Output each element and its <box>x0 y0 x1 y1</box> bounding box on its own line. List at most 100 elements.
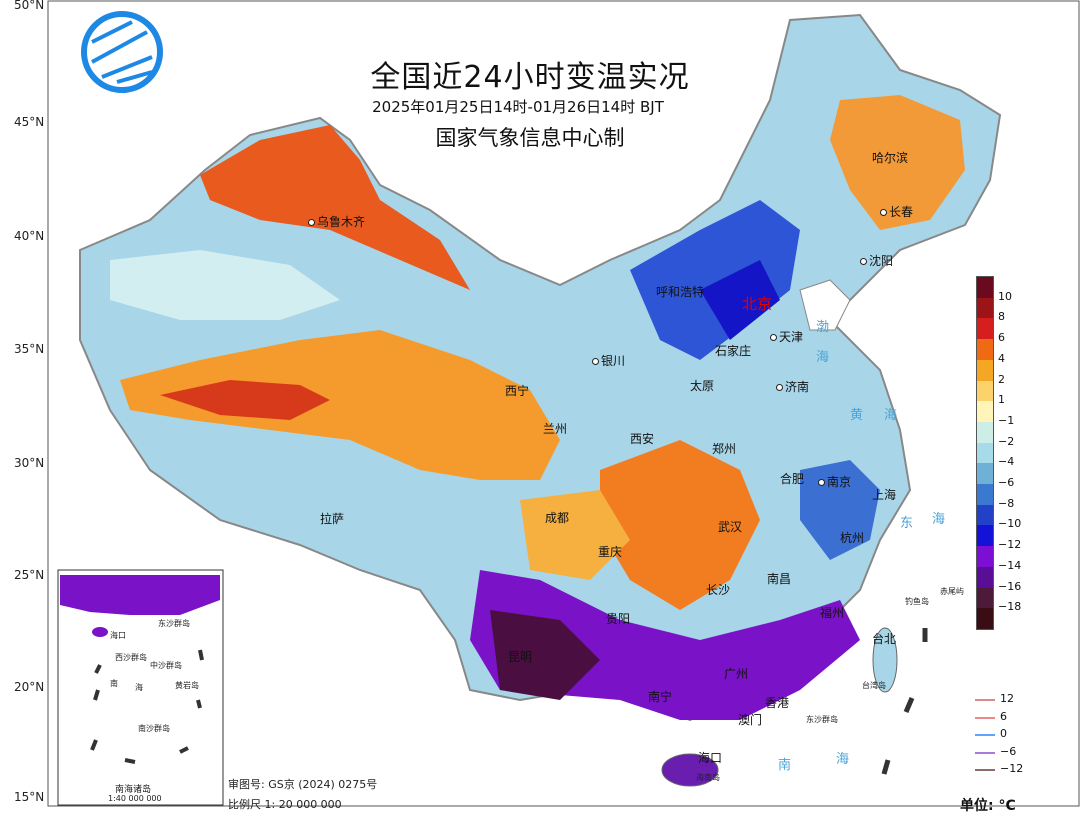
city-label: 济南 <box>776 378 809 395</box>
line-legend-label: 6 <box>1000 709 1007 723</box>
colorbar-cell <box>977 546 993 567</box>
colorbar-label: −10 <box>998 517 1022 531</box>
colorbar-cell <box>977 401 993 422</box>
colorbar-cell <box>977 297 993 319</box>
city-label: 乌鲁木齐 <box>308 213 365 230</box>
line-legend-label: 0 <box>1000 727 1007 740</box>
city-label: 昆明 <box>508 650 533 664</box>
city-label: 哈尔滨 <box>872 151 909 165</box>
city-label: 南昌 <box>767 572 792 586</box>
map-subtitle: 2025年01月25日14时-01月26日14时 BJT <box>372 98 664 116</box>
sea-label: 海 <box>884 408 904 423</box>
lat-label-25: 25°N <box>14 568 45 582</box>
city-label: 沈阳 <box>860 252 893 269</box>
warm-region-sichuan <box>520 490 630 580</box>
line-legend-label: 12 <box>1000 692 1014 705</box>
city-label: 福州 <box>820 606 845 620</box>
colorbar-cell <box>977 587 993 609</box>
city-label: 兰州 <box>543 422 568 436</box>
colorbar-label: 10 <box>998 289 1012 303</box>
city-label: 天津 <box>770 328 803 345</box>
colorbar-label: −2 <box>998 434 1015 448</box>
city-label: 郑州 <box>712 442 737 456</box>
taiwan-island <box>872 627 898 693</box>
city-label: 澳门 <box>738 713 763 727</box>
hot-region-west <box>160 380 330 420</box>
lat-label-40: 40°N <box>14 229 45 243</box>
line-legend-label: −6 <box>1000 744 1017 758</box>
city-label: 拉萨 <box>320 512 345 526</box>
colorbar-cell <box>977 484 993 505</box>
warm-region-northeast <box>830 95 965 230</box>
city-label: 成都 <box>545 511 570 525</box>
city-label: 西安 <box>630 432 655 446</box>
dash-line-marks <box>881 628 928 775</box>
inset-title: 南海诸岛 <box>115 785 152 795</box>
colorbar-cell <box>977 318 993 340</box>
city-label: 南宁 <box>648 690 673 704</box>
colorbar-label: −16 <box>998 579 1022 593</box>
city-label: 南京 <box>818 473 851 490</box>
island-label: 东沙群岛 <box>806 715 838 724</box>
colorbar-label: 8 <box>998 310 1005 324</box>
lat-label-15: 15°N <box>14 790 45 804</box>
line-legend-swatch <box>975 751 995 754</box>
inset-label: 海口 <box>110 631 126 640</box>
sea-label: 黄 <box>850 408 870 423</box>
colorbar-cell <box>977 339 993 360</box>
city-label: 长春 <box>880 203 913 220</box>
inset-hainan <box>92 627 108 637</box>
colorbar-cell <box>977 525 993 547</box>
city-label: 西宁 <box>505 384 530 398</box>
cold-region-north <box>630 200 800 360</box>
lat-label-50: 50°N <box>14 0 45 12</box>
colorbar-label: −12 <box>998 538 1022 552</box>
line-legend-swatch <box>975 769 995 771</box>
city-label: 上海 <box>872 488 897 502</box>
island-label: 海南岛 <box>696 773 720 782</box>
island-label: 钓鱼岛 <box>905 597 929 606</box>
cold-region-north-dark <box>700 260 780 340</box>
colorbar-label: −18 <box>998 600 1022 614</box>
lat-label-20: 20°N <box>14 680 45 694</box>
lat-label-30: 30°N <box>14 456 45 470</box>
colorbar-label: −1 <box>998 413 1015 427</box>
unit-label: 单位: °C <box>960 798 1016 814</box>
city-label: 银川 <box>592 352 625 369</box>
colorbar <box>976 276 994 630</box>
inset-dashes <box>90 649 204 764</box>
sea-label: 东 <box>900 516 920 531</box>
lat-label-45: 45°N <box>14 115 45 129</box>
colorbar-label: −8 <box>998 496 1015 510</box>
line-legend-swatch <box>975 716 995 719</box>
warm-region-central <box>600 440 760 610</box>
colorbar-cell <box>977 277 993 298</box>
sea-label: 海 <box>932 512 952 527</box>
logo <box>81 11 163 93</box>
sea-label: 渤 <box>816 320 836 335</box>
colorbar-cell <box>977 442 993 464</box>
city-label: 贵阳 <box>606 612 631 626</box>
light-region-tarim <box>110 250 340 320</box>
city-label: 重庆 <box>598 545 623 559</box>
bohai-sea <box>799 279 851 331</box>
lat-label-35: 35°N <box>14 342 45 356</box>
city-label: 合肥 <box>780 472 805 486</box>
city-label: 长沙 <box>706 583 731 597</box>
colorbar-label: 6 <box>998 331 1005 345</box>
city-label: 石家庄 <box>715 344 752 358</box>
colorbar-label: 2 <box>998 372 1005 386</box>
map-scale: 比例尺 1: 20 000 000 <box>228 798 342 811</box>
city-label: 香港 <box>765 696 790 710</box>
sea-label: 南 <box>778 758 798 773</box>
island-label: 赤尾屿 <box>940 587 964 596</box>
city-label: 北京 <box>742 295 773 313</box>
colorbar-cell <box>977 463 993 485</box>
colorbar-label: 4 <box>998 351 1005 365</box>
city-label: 杭州 <box>840 531 865 545</box>
line-legend-swatch <box>975 699 995 701</box>
inset-label: 东沙群岛 <box>158 619 190 628</box>
colorbar-label: −14 <box>998 558 1022 572</box>
inset-label: 西沙群岛 <box>115 653 147 662</box>
sea-label: 海 <box>816 350 836 365</box>
